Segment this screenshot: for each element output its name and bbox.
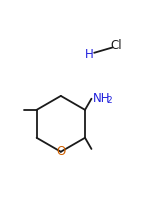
Text: NH: NH	[93, 92, 110, 105]
Text: O: O	[56, 145, 65, 158]
Text: H: H	[85, 48, 94, 61]
Text: 2: 2	[106, 96, 112, 105]
Text: Cl: Cl	[110, 39, 122, 52]
